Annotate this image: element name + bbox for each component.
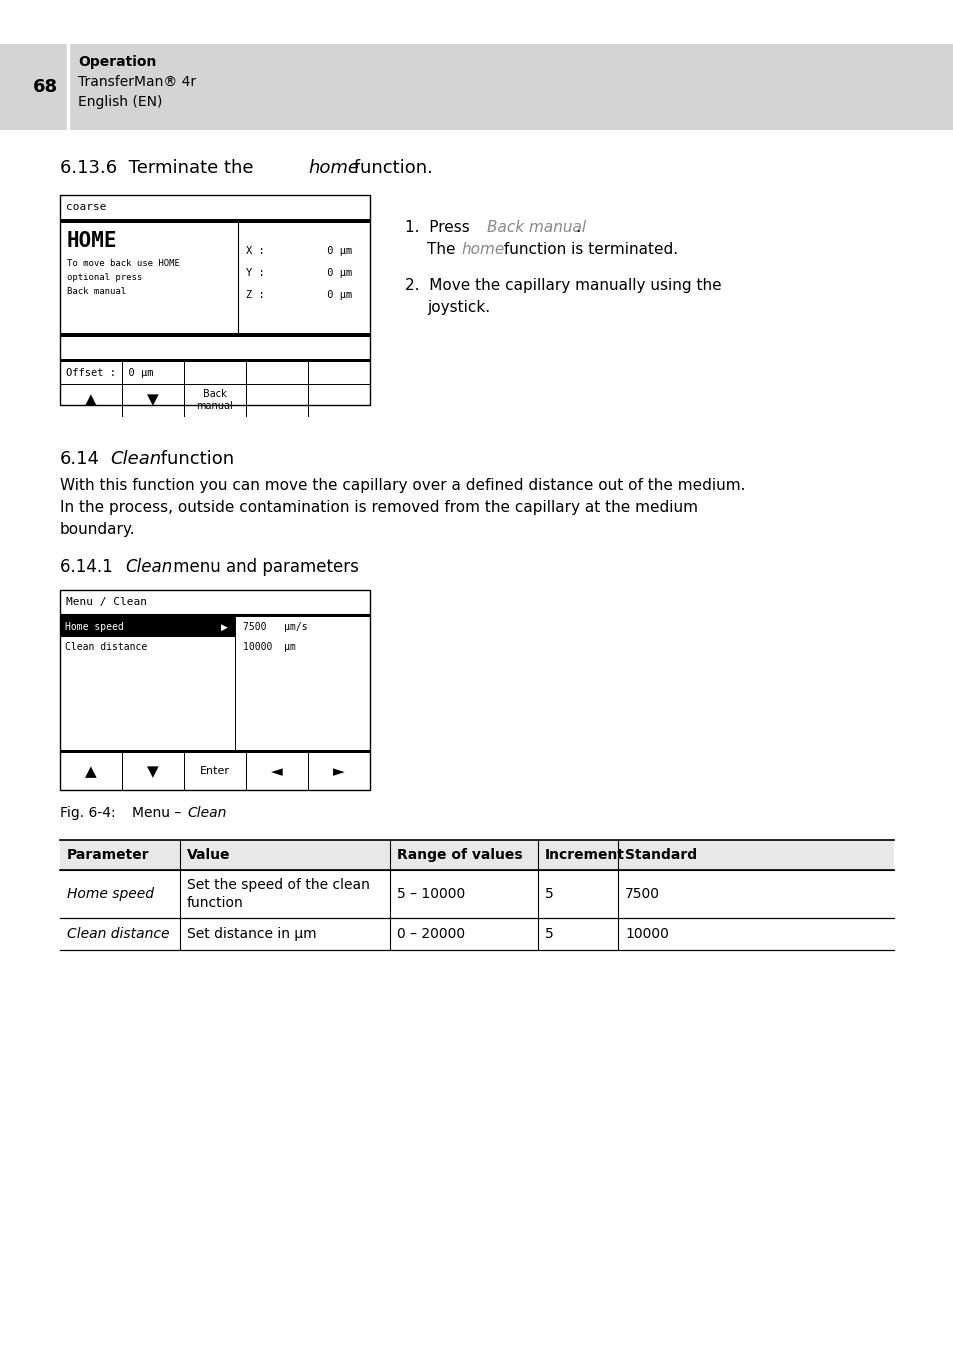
- Text: Parameter: Parameter: [67, 848, 150, 863]
- Bar: [60, 333, 370, 337]
- Text: 7500: 7500: [624, 887, 659, 900]
- Text: English (EN): English (EN): [78, 95, 162, 110]
- Text: function is terminated.: function is terminated.: [498, 242, 678, 257]
- Text: Home speed: Home speed: [65, 622, 124, 631]
- Bar: [60, 918, 893, 950]
- Text: menu and parameters: menu and parameters: [168, 558, 358, 576]
- Text: 5 – 10000: 5 – 10000: [396, 887, 465, 900]
- Bar: [60, 195, 370, 406]
- Text: In the process, outside contamination is removed from the capillary at the mediu: In the process, outside contamination is…: [60, 500, 698, 515]
- Text: function: function: [154, 450, 233, 468]
- Text: Offset :  0 μm: Offset : 0 μm: [66, 368, 153, 379]
- Bar: [60, 219, 370, 223]
- Text: Operation: Operation: [78, 55, 156, 69]
- Text: home: home: [460, 242, 504, 257]
- Text: ◄: ◄: [271, 764, 283, 779]
- Text: 10000: 10000: [624, 927, 668, 941]
- Text: 1.  Press: 1. Press: [405, 220, 475, 235]
- Text: Range of values: Range of values: [396, 848, 522, 863]
- Text: 6.13.6  Terminate the: 6.13.6 Terminate the: [60, 160, 259, 177]
- Text: ▲: ▲: [85, 764, 97, 779]
- Text: Enter: Enter: [200, 767, 230, 776]
- Text: Menu / Clean: Menu / Clean: [66, 598, 147, 607]
- Text: 5: 5: [544, 927, 553, 941]
- Text: TransferMan® 4r: TransferMan® 4r: [78, 74, 196, 89]
- Text: 2.  Move the capillary manually using the: 2. Move the capillary manually using the: [405, 279, 720, 293]
- Bar: [0, 45, 953, 130]
- Bar: [60, 614, 370, 617]
- Text: Y :          0 μm: Y : 0 μm: [246, 268, 352, 279]
- Text: Clean distance: Clean distance: [65, 642, 147, 652]
- Text: .: .: [575, 220, 579, 235]
- Bar: [60, 840, 893, 869]
- Text: ▼: ▼: [147, 392, 159, 407]
- Text: Home speed: Home speed: [67, 887, 153, 900]
- Text: The: The: [427, 242, 460, 257]
- Text: ►: ►: [333, 764, 345, 779]
- Text: Menu –: Menu –: [132, 806, 186, 821]
- Text: 0 – 20000: 0 – 20000: [396, 927, 465, 941]
- Text: 6.14.1: 6.14.1: [60, 558, 118, 576]
- Text: ▼: ▼: [147, 764, 159, 779]
- Text: ▲: ▲: [85, 392, 97, 407]
- Text: 68: 68: [32, 78, 58, 96]
- Text: Fig. 6-4:: Fig. 6-4:: [60, 806, 115, 821]
- Text: 6.14: 6.14: [60, 450, 100, 468]
- Text: coarse: coarse: [66, 201, 107, 212]
- Text: Clean: Clean: [110, 450, 161, 468]
- Bar: [60, 750, 370, 753]
- Text: home: home: [308, 160, 358, 177]
- Text: joystick.: joystick.: [427, 300, 490, 315]
- Bar: [60, 869, 893, 918]
- Text: With this function you can move the capillary over a defined distance out of the: With this function you can move the capi…: [60, 479, 744, 493]
- Text: Clean distance: Clean distance: [67, 927, 170, 941]
- Text: Set distance in μm: Set distance in μm: [187, 927, 316, 941]
- Text: 10000  μm: 10000 μm: [243, 642, 295, 652]
- Text: To move back use HOME: To move back use HOME: [67, 258, 180, 268]
- Text: 7500   μm/s: 7500 μm/s: [243, 622, 307, 631]
- Text: ▶: ▶: [221, 622, 228, 631]
- Text: Clean: Clean: [187, 806, 226, 821]
- Text: Z :          0 μm: Z : 0 μm: [246, 289, 352, 300]
- Text: Value: Value: [187, 848, 231, 863]
- Text: boundary.: boundary.: [60, 522, 135, 537]
- Text: Back manual: Back manual: [486, 220, 585, 235]
- Text: X :          0 μm: X : 0 μm: [246, 246, 352, 256]
- Text: Increment: Increment: [544, 848, 624, 863]
- Text: Set the speed of the clean
function: Set the speed of the clean function: [187, 877, 370, 910]
- Text: Back
manual: Back manual: [196, 389, 233, 411]
- Text: function.: function.: [348, 160, 433, 177]
- Text: Clean: Clean: [125, 558, 172, 576]
- Text: optional press: optional press: [67, 273, 142, 281]
- Text: 5: 5: [544, 887, 553, 900]
- Text: Back manual: Back manual: [67, 287, 126, 296]
- Text: Standard: Standard: [624, 848, 697, 863]
- Bar: [60, 589, 370, 790]
- Bar: [60, 617, 234, 637]
- Bar: [60, 360, 370, 362]
- Text: HOME: HOME: [67, 231, 117, 251]
